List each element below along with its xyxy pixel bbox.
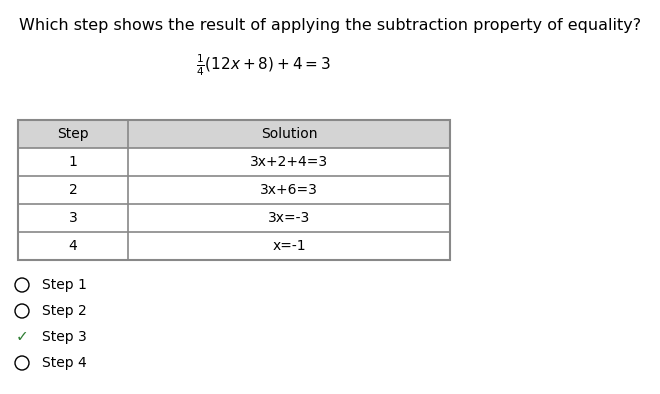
Text: ✓: ✓	[16, 329, 28, 344]
Text: Step 3: Step 3	[42, 330, 86, 344]
Bar	[18, 120, 450, 260]
Text: 3x+6=3: 3x+6=3	[260, 183, 318, 197]
Text: Step: Step	[57, 127, 89, 141]
Text: $\frac{1}{4}(12x+8)+4=3$: $\frac{1}{4}(12x+8)+4=3$	[197, 52, 331, 78]
Bar	[18, 204, 450, 232]
Text: 3x+2+4=3: 3x+2+4=3	[250, 155, 328, 169]
Text: x=-1: x=-1	[272, 239, 306, 253]
Text: Step 4: Step 4	[42, 356, 86, 370]
Text: 3x=-3: 3x=-3	[268, 211, 310, 225]
Bar	[18, 176, 450, 204]
Bar	[18, 120, 450, 148]
Text: 1: 1	[69, 155, 77, 169]
Text: 3: 3	[69, 211, 77, 225]
Text: Which step shows the result of applying the subtraction property of equality?: Which step shows the result of applying …	[19, 18, 641, 33]
Text: 4: 4	[69, 239, 77, 253]
Text: Step 2: Step 2	[42, 304, 86, 318]
Bar	[18, 232, 450, 260]
Text: Solution: Solution	[261, 127, 317, 141]
Text: 2: 2	[69, 183, 77, 197]
Text: Step 1: Step 1	[42, 278, 87, 292]
Bar	[18, 148, 450, 176]
